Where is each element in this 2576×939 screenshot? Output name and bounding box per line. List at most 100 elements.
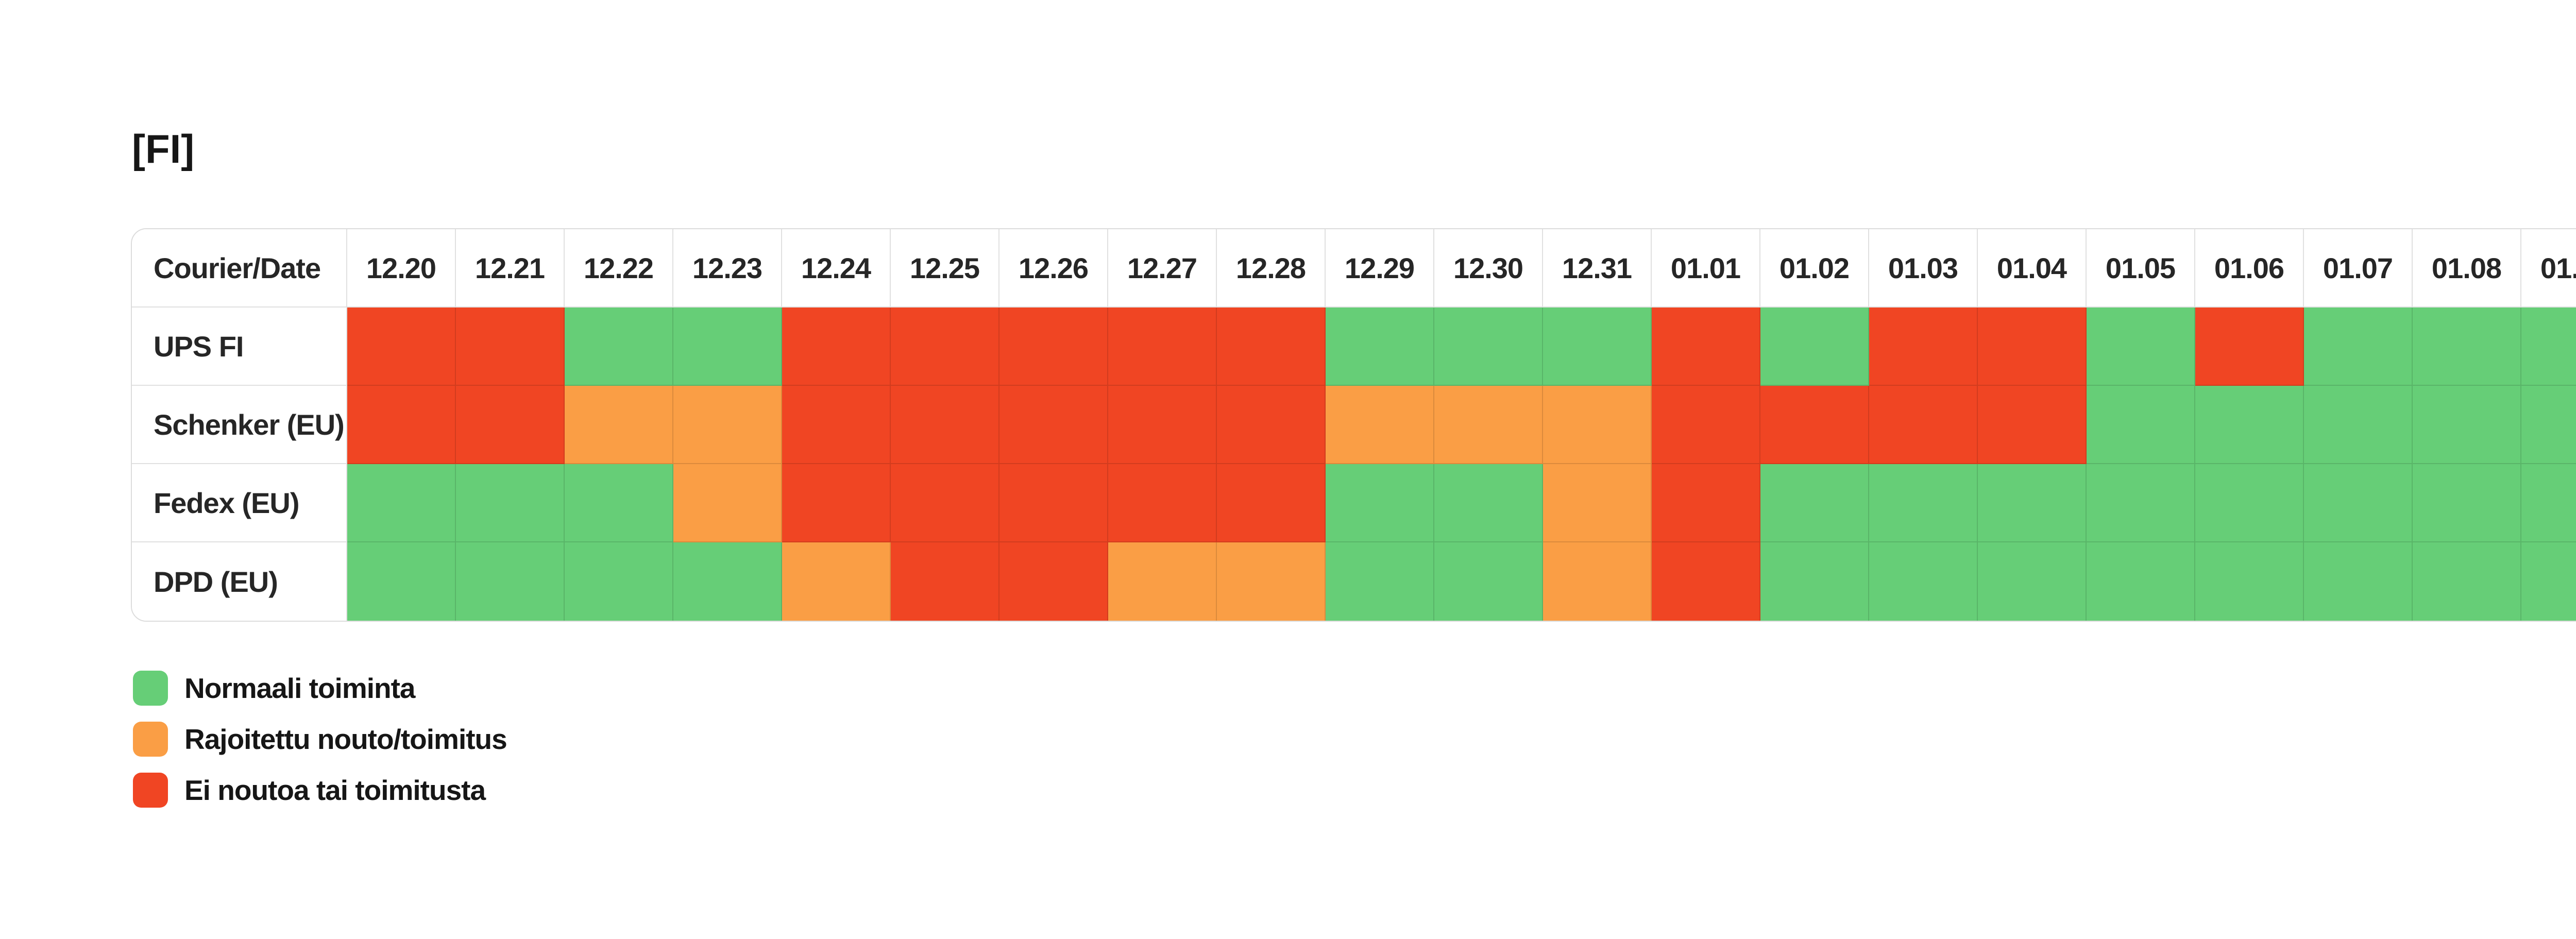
status-cell xyxy=(1869,464,1978,542)
status-cell xyxy=(1108,308,1217,386)
status-cell xyxy=(782,308,891,386)
status-cell xyxy=(2304,542,2413,621)
status-cell xyxy=(347,308,456,386)
status-cell xyxy=(782,386,891,464)
status-cell xyxy=(1108,386,1217,464)
status-cell xyxy=(782,542,891,621)
status-cell xyxy=(2413,464,2521,542)
status-cell xyxy=(456,386,565,464)
status-cell xyxy=(673,464,782,542)
status-cell xyxy=(1434,308,1543,386)
status-cell xyxy=(1434,542,1543,621)
courier-status-table: Courier/Date 12.20 12.21 12.22 12.23 12.24 12.… xyxy=(131,228,2576,622)
status-cell xyxy=(1326,464,1434,542)
status-cell xyxy=(1978,308,2087,386)
date-header-cell: 12.30 xyxy=(1434,229,1543,308)
status-cell xyxy=(1978,386,2087,464)
status-cell xyxy=(2195,464,2304,542)
status-cell xyxy=(1869,308,1978,386)
status-cell xyxy=(2195,542,2304,621)
date-header-cell: 12.27 xyxy=(1108,229,1217,308)
status-cell xyxy=(565,308,673,386)
status-cell xyxy=(1217,542,1326,621)
status-cell xyxy=(456,308,565,386)
status-cell xyxy=(1217,386,1326,464)
status-cell xyxy=(2195,308,2304,386)
status-cell xyxy=(1326,542,1434,621)
status-cell xyxy=(891,542,999,621)
status-cell xyxy=(1434,386,1543,464)
status-cell xyxy=(2195,386,2304,464)
status-cell xyxy=(1217,464,1326,542)
status-cell xyxy=(456,542,565,621)
date-header-cell: 12.25 xyxy=(891,229,999,308)
status-cell xyxy=(1543,464,1652,542)
status-cell xyxy=(2521,308,2576,386)
date-header-cell: 12.21 xyxy=(456,229,565,308)
status-cell xyxy=(1978,542,2087,621)
status-cell xyxy=(1652,464,1760,542)
status-cell xyxy=(1326,308,1434,386)
corner-header-cell: Courier/Date xyxy=(132,229,347,308)
status-cell xyxy=(1760,464,1869,542)
courier-label-cell: Fedex (EU) xyxy=(132,464,347,542)
status-cell xyxy=(1108,464,1217,542)
status-cell xyxy=(1652,386,1760,464)
status-cell xyxy=(2087,464,2195,542)
status-cell xyxy=(2413,386,2521,464)
no_service-legend-swatch xyxy=(133,773,168,808)
date-header-cell: 01.03 xyxy=(1869,229,1978,308)
status-cell xyxy=(1543,386,1652,464)
status-cell xyxy=(999,542,1108,621)
status-cell xyxy=(1760,542,1869,621)
date-header-cell: 01.07 xyxy=(2304,229,2413,308)
status-cell xyxy=(1217,308,1326,386)
date-header-cell: 01.01 xyxy=(1652,229,1760,308)
status-cell xyxy=(2304,386,2413,464)
status-cell xyxy=(456,464,565,542)
status-cell xyxy=(673,386,782,464)
legend-label: Rajoitettu nouto/toimitus xyxy=(184,723,507,755)
status-cell xyxy=(999,386,1108,464)
courier-label-cell: UPS FI xyxy=(132,308,347,386)
status-cell xyxy=(1434,464,1543,542)
page-title: [FI] xyxy=(132,126,195,172)
date-header-cell: 12.31 xyxy=(1543,229,1652,308)
date-header-cell: 01.06 xyxy=(2195,229,2304,308)
status-cell xyxy=(2413,308,2521,386)
status-cell xyxy=(565,386,673,464)
status-cell xyxy=(1108,542,1217,621)
status-cell xyxy=(673,308,782,386)
legend: Normaali toiminta Rajoitettu nouto/toimit… xyxy=(133,671,507,824)
limited-legend-swatch xyxy=(133,722,168,757)
normal-legend-swatch xyxy=(133,671,168,706)
status-cell xyxy=(1326,386,1434,464)
date-header-cell: 12.22 xyxy=(565,229,673,308)
status-cell xyxy=(2304,308,2413,386)
date-header-cell: 12.23 xyxy=(673,229,782,308)
date-header-cell: 12.28 xyxy=(1217,229,1326,308)
status-grid: Courier/Date 12.20 12.21 12.22 12.23 12.24 12.… xyxy=(132,229,2576,621)
status-cell xyxy=(2521,386,2576,464)
status-cell xyxy=(2413,542,2521,621)
courier-label-cell: Schenker (EU) xyxy=(132,386,347,464)
date-header-cell: 01.02 xyxy=(1760,229,1869,308)
status-cell xyxy=(565,542,673,621)
status-cell xyxy=(673,542,782,621)
date-header-cell: 01.08 xyxy=(2413,229,2521,308)
legend-label: Ei noutoa tai toimitusta xyxy=(184,774,486,806)
date-header-cell: 12.29 xyxy=(1326,229,1434,308)
status-cell xyxy=(891,308,999,386)
status-cell xyxy=(347,542,456,621)
status-cell xyxy=(999,308,1108,386)
legend-label: Normaali toiminta xyxy=(184,672,416,704)
status-cell xyxy=(2087,386,2195,464)
status-cell xyxy=(2087,542,2195,621)
date-header-cell: 12.26 xyxy=(999,229,1108,308)
status-cell xyxy=(1543,542,1652,621)
date-header-cell: 01.04 xyxy=(1978,229,2087,308)
date-header-cell: 01.05 xyxy=(2087,229,2195,308)
status-cell xyxy=(2087,308,2195,386)
status-cell xyxy=(1652,308,1760,386)
status-cell xyxy=(1978,464,2087,542)
